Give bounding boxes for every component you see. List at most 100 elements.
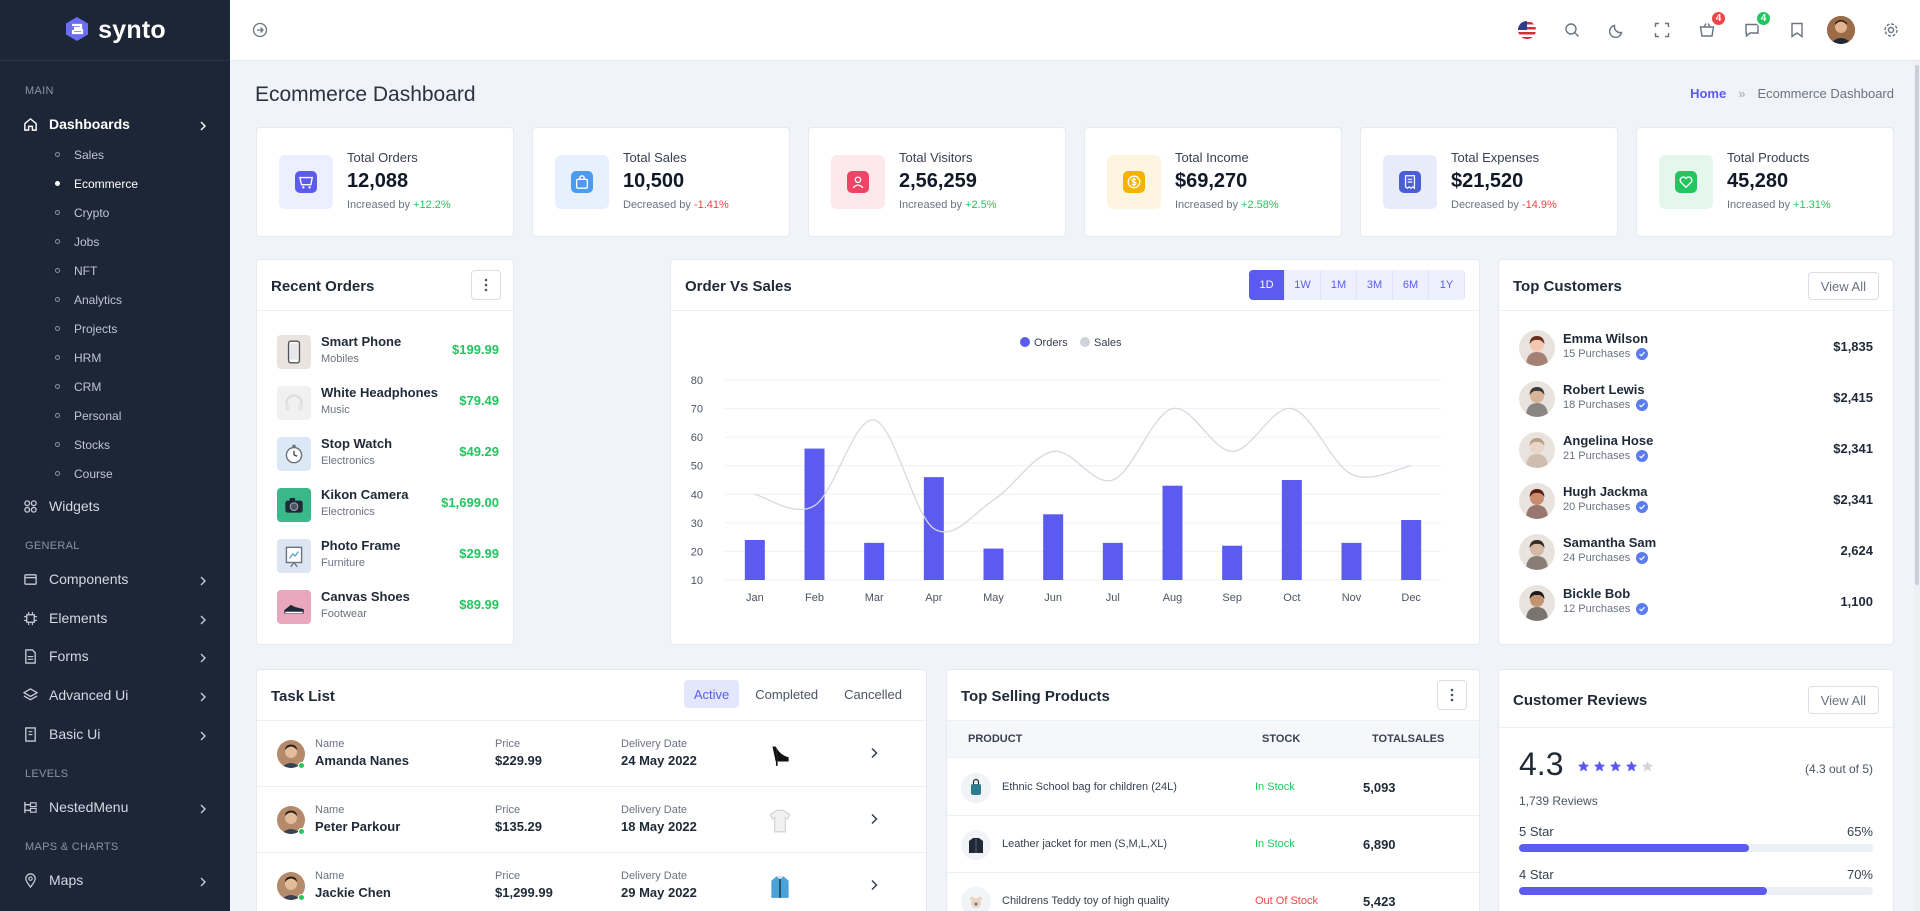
range-button-1m[interactable]: 1M	[1321, 270, 1357, 300]
stat-card-total-visitors: Total Visitors 2,56,259 Increased by +2.5%	[808, 127, 1066, 237]
messages-icon[interactable]: 4	[1742, 10, 1772, 40]
sidebar-subitem-hrm[interactable]: HRM	[0, 343, 230, 372]
customer-name: Robert Lewis	[1563, 382, 1645, 397]
stat-change: Decreased by -14.9%	[1451, 199, 1557, 211]
chevron-right-icon	[199, 728, 207, 744]
tab-active[interactable]: Active	[683, 680, 740, 708]
bullet-icon	[55, 152, 60, 157]
sidebar-subitem-crypto[interactable]: Crypto	[0, 198, 230, 227]
chevron-right-icon[interactable]	[870, 747, 878, 762]
sidebar-toggle-icon[interactable]	[250, 20, 270, 40]
bullet-icon	[55, 268, 60, 273]
view-all-button[interactable]: View All	[1807, 272, 1879, 300]
sidebar-item-maps[interactable]: Maps	[0, 865, 230, 895]
bullet-icon	[55, 297, 60, 302]
brand[interactable]: synto	[0, 0, 230, 61]
breadcrumb: Home » Ecommerce Dashboard	[1690, 86, 1894, 101]
fullscreen-icon[interactable]	[1652, 20, 1672, 40]
sidebar-subitem-jobs[interactable]: Jobs	[0, 227, 230, 256]
order-row[interactable]: Photo Frame Furniture $29.99	[277, 536, 499, 576]
jacket-icon	[765, 869, 795, 903]
headphones-icon	[277, 386, 311, 420]
sidebar-subitem-course[interactable]: Course	[0, 459, 230, 488]
task-row[interactable]: Name Jackie Chen Price $1,299.99 Delivery Da…	[257, 853, 926, 911]
customer-row[interactable]: Emma Wilson 15 Purchases $1,835	[1519, 327, 1873, 367]
cart-icon[interactable]: 4	[1697, 10, 1727, 40]
task-row[interactable]: Name Peter Parkour Price $135.29 Delivery Da…	[257, 787, 926, 853]
chevron-right-icon[interactable]	[870, 813, 878, 828]
gear-icon[interactable]	[1881, 20, 1901, 40]
task-price: $135.29	[495, 819, 542, 834]
range-button-1d[interactable]: 1D	[1249, 270, 1285, 300]
sidebar-item-label: Basic Ui	[49, 726, 101, 742]
range-button-1y[interactable]: 1Y	[1429, 270, 1465, 300]
breadcrumb-home[interactable]: Home	[1690, 86, 1727, 101]
more-options-button[interactable]	[1437, 680, 1467, 710]
x-tick-label: Feb	[805, 592, 824, 604]
task-name: Peter Parkour	[315, 819, 401, 834]
sidebar-item-nestedmenu[interactable]: NestedMenu	[0, 792, 230, 822]
more-options-button[interactable]	[471, 270, 501, 300]
table-row[interactable]: Ethnic School bag for children (24L) In S…	[947, 759, 1479, 816]
online-status-dot	[298, 762, 305, 769]
sidebar-item-widgets[interactable]: Widgets	[0, 491, 230, 521]
sidebar-subitem-ecommerce[interactable]: Ecommerce	[0, 169, 230, 198]
task-price: $1,299.99	[495, 885, 553, 900]
order-row[interactable]: Kikon Camera Electronics $1,699.00	[277, 485, 499, 525]
moon-icon[interactable]	[1607, 20, 1627, 40]
brand-name: synto	[98, 15, 166, 44]
section-general: GENERAL	[25, 540, 80, 552]
task-row[interactable]: Name Amanda Nanes Price $229.99 Delivery Dat…	[257, 721, 926, 787]
table-row[interactable]: Childrens Teddy toy of high quality Out O…	[947, 873, 1479, 911]
sidebar-subitem-stocks[interactable]: Stocks	[0, 430, 230, 459]
total-sales: 5,093	[1363, 780, 1396, 795]
sidebar-subitem-analytics[interactable]: Analytics	[0, 285, 230, 314]
y-tick-label: 10	[691, 575, 703, 587]
order-row[interactable]: White Headphones Music $79.49	[277, 383, 499, 423]
bookmark-icon[interactable]	[1787, 20, 1807, 40]
table-row[interactable]: Leather jacket for men (S,M,L,XL) In Stoc…	[947, 816, 1479, 873]
order-row[interactable]: Canvas Shoes Footwear $89.99	[277, 587, 499, 627]
user-avatar[interactable]	[1827, 16, 1855, 44]
sidebar-item-dashboards[interactable]: Dashboards	[0, 109, 230, 139]
customer-row[interactable]: Robert Lewis 18 Purchases $2,415	[1519, 378, 1873, 418]
tab-cancelled[interactable]: Cancelled	[844, 686, 902, 702]
search-icon[interactable]	[1562, 20, 1582, 40]
customer-amount: $2,341	[1833, 492, 1873, 507]
sidebar-item-basic-ui[interactable]: Basic Ui	[0, 719, 230, 749]
sidebar-subitem-crm[interactable]: CRM	[0, 372, 230, 401]
stat-change-prefix: Decreased by	[623, 199, 691, 211]
order-row[interactable]: Smart Phone Mobiles $199.99	[277, 332, 499, 372]
sidebar-subitem-projects[interactable]: Projects	[0, 314, 230, 343]
sidebar-subitem-nft[interactable]: NFT	[0, 256, 230, 285]
task-date-label: Delivery Date	[621, 870, 688, 882]
sidebar-item-label: Elements	[49, 610, 108, 626]
customer-row[interactable]: Hugh Jackma 20 Purchases $2,341	[1519, 480, 1873, 520]
scrollbar-thumb[interactable]	[1915, 65, 1919, 585]
customer-row[interactable]: Angelina Hose 21 Purchases $2,341	[1519, 429, 1873, 469]
chevron-right-icon	[199, 650, 207, 666]
sidebar-item-advanced-ui[interactable]: Advanced Ui	[0, 680, 230, 710]
sidebar-item-forms[interactable]: Forms	[0, 641, 230, 671]
top-header: 4 4	[230, 0, 1920, 61]
customer-row[interactable]: Bickle Bob 12 Purchases 1,100	[1519, 582, 1873, 622]
verified-icon	[1636, 450, 1649, 462]
tab-completed[interactable]: Completed	[755, 686, 819, 702]
task-name: Amanda Nanes	[315, 753, 409, 768]
order-row[interactable]: Stop Watch Electronics $49.29	[277, 434, 499, 474]
range-button-6m[interactable]: 6M	[1393, 270, 1429, 300]
view-all-button[interactable]: View All	[1807, 686, 1879, 714]
divider	[257, 720, 926, 721]
chevron-right-icon[interactable]	[870, 879, 878, 894]
page-scrollbar[interactable]	[1914, 61, 1920, 911]
sidebar-subitem-personal[interactable]: Personal	[0, 401, 230, 430]
range-button-1w[interactable]: 1W	[1285, 270, 1321, 300]
task-delivery-date: 18 May 2022	[621, 819, 697, 834]
sidebar-item-elements[interactable]: Elements	[0, 603, 230, 633]
customer-row[interactable]: Samantha Sam 24 Purchases 2,624	[1519, 531, 1873, 571]
us-flag-icon[interactable]	[1517, 20, 1537, 40]
legend-marker-orders	[1020, 337, 1030, 347]
sidebar-item-components[interactable]: Components	[0, 564, 230, 594]
sidebar-subitem-sales[interactable]: Sales	[0, 140, 230, 169]
range-button-3m[interactable]: 3M	[1357, 270, 1393, 300]
